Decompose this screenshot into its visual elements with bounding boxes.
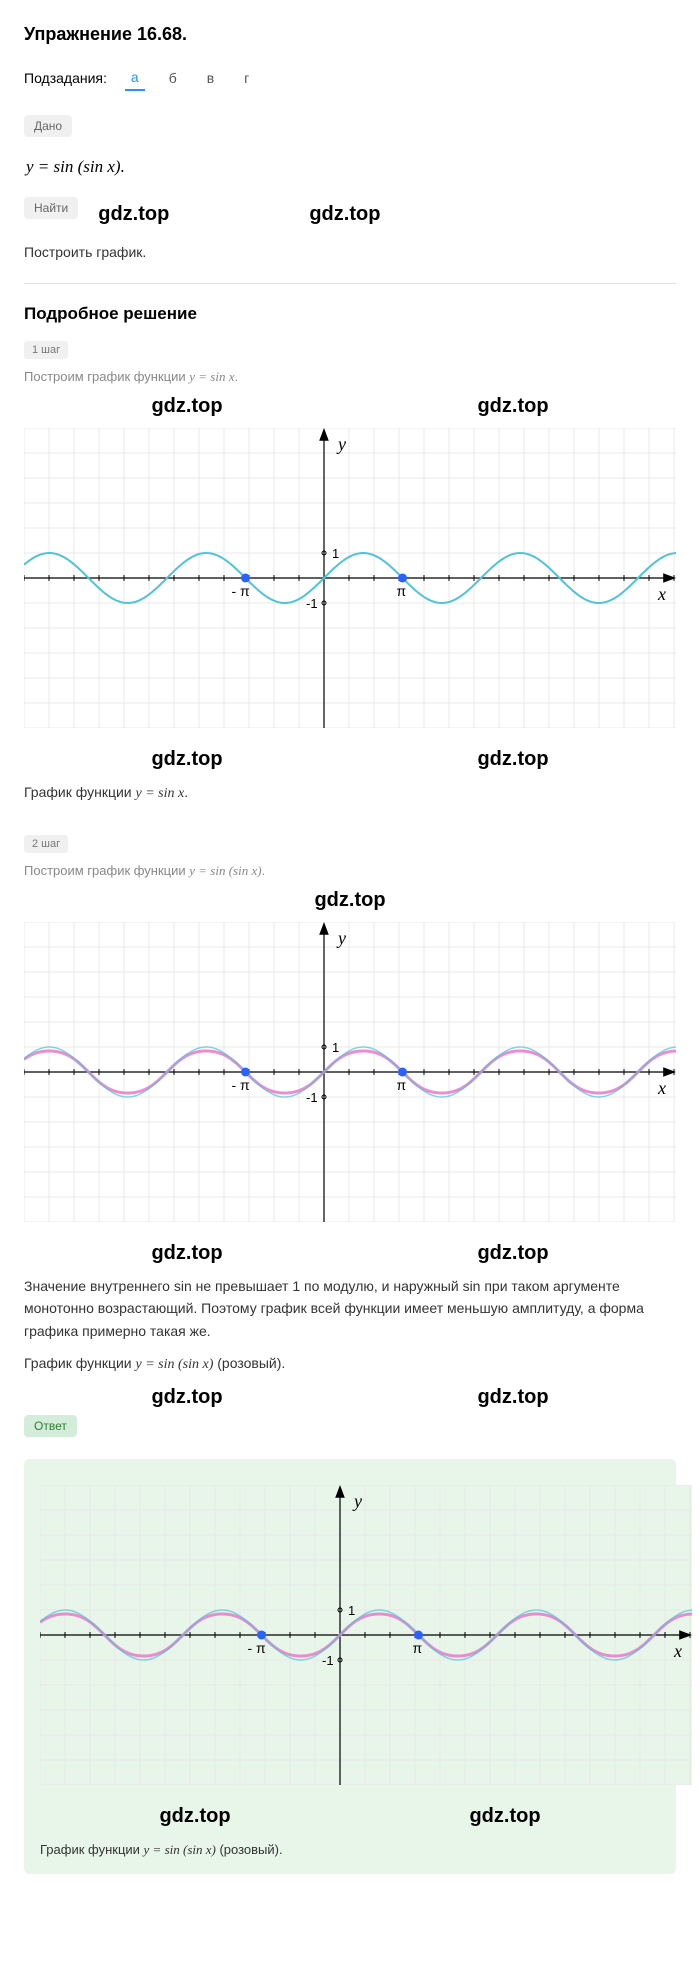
chart1: y x 1 -1 π - π [24, 428, 676, 728]
chart2-caption-suffix: (розовый). [213, 1355, 285, 1371]
given-formula: y = sin (sin x). [26, 157, 676, 177]
subtasks-row: Подзадания: а б в г [24, 65, 676, 91]
step2-text-suffix: . [262, 863, 266, 878]
step1-text: Построим график функции y = sin x. [24, 369, 676, 385]
watermark: gdz.top [477, 748, 548, 771]
chart2-caption: График функции y = sin (sin x) (розовый)… [24, 1352, 676, 1376]
watermark: gdz.top [309, 203, 380, 226]
divider [24, 283, 676, 284]
section-title: Подробное решение [24, 304, 676, 324]
watermark: gdz.top [151, 1242, 222, 1265]
step2-text: Построим график функции y = sin (sin x). [24, 863, 676, 879]
chart1-caption-prefix: График функции [24, 784, 136, 800]
tab-g[interactable]: г [238, 66, 255, 90]
chart2-svg: y x 1 -1 π - π [24, 922, 676, 1222]
svg-text:- π: - π [232, 583, 251, 599]
watermark: gdz.top [477, 1386, 548, 1409]
given-badge: Дано [24, 115, 72, 137]
answer-badge: Ответ [24, 1415, 77, 1437]
tab-a[interactable]: а [125, 65, 145, 91]
page-title: Упражнение 16.68. [24, 24, 676, 45]
watermark: gdz.top [477, 395, 548, 418]
chart1-caption: График функции y = sin x. [24, 781, 676, 805]
find-text: Построить график. [24, 241, 676, 263]
answer-caption-formula: y = sin (sin x) [144, 1842, 216, 1857]
svg-text:x: x [657, 1078, 666, 1098]
find-badge: Найти [24, 197, 78, 219]
svg-text:y: y [336, 434, 346, 454]
answer-caption: График функции y = sin (sin x) (розовый)… [40, 1842, 660, 1858]
chart3: yx1-1π- π [40, 1485, 660, 1785]
tab-b[interactable]: б [163, 66, 183, 90]
svg-text:1: 1 [332, 1040, 339, 1055]
subtasks-label: Подзадания: [24, 70, 107, 86]
chart2-caption-prefix: График функции [24, 1355, 136, 1371]
answer-block: yx1-1π- π gdz.top gdz.top График функции… [24, 1459, 676, 1874]
watermark: gdz.top [151, 748, 222, 771]
step2-formula: y = sin (sin x) [189, 863, 261, 878]
answer-caption-prefix: График функции [40, 1842, 144, 1857]
watermark: gdz.top [151, 1386, 222, 1409]
watermark: gdz.top [314, 889, 385, 912]
watermark: gdz.top [159, 1805, 230, 1828]
tab-v[interactable]: в [201, 66, 220, 90]
svg-text:1: 1 [348, 1603, 355, 1618]
chart3-svg: y x 1 -1 π - π [40, 1485, 692, 1785]
step1-text-suffix: . [235, 369, 239, 384]
svg-text:- π: - π [232, 1077, 251, 1093]
watermark: gdz.top [469, 1805, 540, 1828]
watermark: gdz.top [151, 395, 222, 418]
chart1-caption-formula: y = sin x [136, 786, 185, 801]
step2-text-prefix: Построим график функции [24, 863, 189, 878]
chart2-caption-formula: y = sin (sin x) [136, 1357, 214, 1372]
watermark: gdz.top [98, 203, 169, 226]
chart2: y x 1 -1 π - π [24, 922, 676, 1222]
svg-text:π: π [413, 1640, 423, 1656]
svg-text:-1: -1 [306, 1090, 318, 1105]
svg-text:π: π [397, 1077, 407, 1093]
step1-badge: 1 шаг [24, 341, 68, 359]
svg-text:π: π [397, 583, 407, 599]
chart1-svg: y x 1 -1 π - π [24, 428, 676, 728]
svg-text:-1: -1 [306, 596, 318, 611]
step1-formula: y = sin x [189, 369, 234, 384]
step1-text-prefix: Построим график функции [24, 369, 189, 384]
svg-text:1: 1 [332, 546, 339, 561]
svg-text:x: x [657, 584, 666, 604]
watermark: gdz.top [477, 1242, 548, 1265]
svg-text:y: y [336, 928, 346, 948]
chart1-caption-suffix: . [184, 784, 188, 800]
svg-text:y: y [352, 1491, 362, 1511]
answer-caption-suffix: (розовый). [216, 1842, 283, 1857]
step2-badge: 2 шаг [24, 835, 68, 853]
svg-text:- π: - π [248, 1640, 267, 1656]
explanation: Значение внутреннего sin не превышает 1 … [24, 1275, 676, 1342]
svg-text:-1: -1 [322, 1653, 334, 1668]
svg-text:x: x [673, 1641, 682, 1661]
